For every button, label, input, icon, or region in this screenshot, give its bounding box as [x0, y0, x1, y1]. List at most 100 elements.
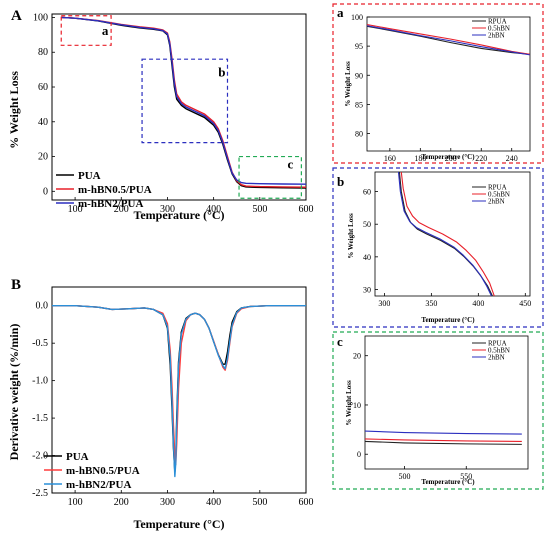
- zoom-label-a: a: [102, 23, 109, 38]
- y-tick-label-a: 95: [355, 42, 363, 51]
- y-tick-label-c: 20: [353, 352, 361, 361]
- zoom-box-c: [238, 155, 302, 199]
- y-tick-label-B: -0.5: [32, 338, 48, 349]
- inset-border-a: [332, 3, 544, 164]
- y-tick-label-A: 60: [38, 82, 48, 93]
- x-tick-label-b: 350: [425, 299, 437, 308]
- panel-letter-A: A: [11, 8, 22, 24]
- panel-letter-b: b: [337, 174, 344, 189]
- y-tick-label-b: 50: [363, 220, 371, 229]
- series-line-A-1: [61, 16, 306, 188]
- x-tick-label-B: 300: [160, 497, 175, 508]
- plot-frame-B: [51, 286, 307, 494]
- legend-label-b-2: 2hBN: [488, 198, 505, 206]
- x-tick-label-a: 240: [506, 154, 518, 163]
- plot-frame-a: [366, 16, 531, 152]
- x-tick-label-c: 500: [399, 472, 411, 481]
- x-tick-label-A: 400: [206, 204, 221, 215]
- legend-label-A-1: m-hBN0.5/PUA: [78, 184, 152, 196]
- y-axis-title-b: % Weight Loss: [347, 213, 355, 259]
- legend-label-B-0: PUA: [66, 451, 89, 463]
- x-axis-title-b: Temperature (°C): [421, 316, 475, 324]
- y-tick-label-a: 85: [355, 100, 363, 109]
- legend-label-a-2: 2hBN: [488, 32, 505, 40]
- y-tick-label-B: 0.0: [36, 301, 49, 312]
- chart-c: c 500 550 0 10 20 Temperature (°C) % Weight Los…: [332, 331, 544, 490]
- panel-letter-B: B: [11, 277, 21, 293]
- zoom-box-a: [60, 15, 112, 46]
- y-axis-title-c: % Weight Loss: [345, 380, 353, 426]
- x-tick-label-A: 200: [114, 204, 129, 215]
- x-tick-label-b: 300: [378, 299, 390, 308]
- x-tick-label-B: 500: [252, 497, 267, 508]
- y-tick-label-b: 30: [363, 285, 371, 294]
- legend-label-c-2: 2hBN: [488, 354, 505, 362]
- x-tick-label-B: 200: [114, 497, 129, 508]
- y-tick-label-c: 0: [357, 450, 361, 459]
- series-line-c-1: [365, 438, 522, 442]
- x-tick-label-B: 100: [68, 497, 83, 508]
- series-line-b-0: [398, 172, 493, 296]
- x-axis-title-a: Temperature (°C): [421, 153, 475, 161]
- series-line-b-1: [400, 172, 495, 296]
- legend-label-a-0: RPUA: [488, 18, 507, 26]
- y-tick-label-a: 80: [355, 130, 363, 139]
- series-line-A-2: [61, 16, 306, 185]
- x-tick-label-b: 450: [519, 299, 531, 308]
- plot-frame-A: [51, 13, 307, 201]
- y-tick-label-b: 40: [363, 253, 371, 262]
- series-line-B-1: [52, 305, 306, 466]
- x-tick-label-A: 100: [68, 204, 83, 215]
- x-tick-label-a: 220: [475, 154, 487, 163]
- y-tick-label-a: 100: [351, 13, 363, 22]
- legend-label-B-2: m-hBN2/PUA: [66, 479, 131, 491]
- y-tick-label-A: 20: [38, 152, 48, 163]
- plot-frame-c: [364, 335, 529, 470]
- x-tick-label-A: 600: [299, 204, 314, 215]
- legend-label-A-0: PUA: [78, 170, 101, 182]
- chart-a: a 160 180 200 220 240 80 85 90 95 100 Temperature (…: [332, 3, 544, 164]
- series-line-a-1: [367, 24, 530, 55]
- inset-border-c: [332, 331, 544, 490]
- series-line-a-0: [367, 25, 530, 55]
- y-tick-label-B: -2.5: [32, 488, 48, 499]
- x-tick-label-a: 200: [445, 154, 457, 163]
- legend-label-A-2: m-hBN2/PUA: [78, 198, 143, 210]
- x-tick-label-c: 550: [460, 472, 472, 481]
- y-tick-label-A: 80: [38, 47, 48, 58]
- x-axis-title-c: Temperature (°C): [421, 478, 475, 486]
- series-line-B-2: [52, 305, 306, 478]
- series-line-a-2: [367, 25, 530, 56]
- x-axis-title-A: Temperature (°C): [133, 208, 224, 222]
- x-tick-label-b: 400: [472, 299, 484, 308]
- series-line-c-2: [365, 430, 522, 435]
- x-tick-label-B: 600: [299, 497, 314, 508]
- y-tick-label-A: 0: [43, 186, 48, 197]
- chart-b: b 300 350 400 450 30 40 50 60 Temperature (°C) % W…: [332, 167, 544, 328]
- y-tick-label-B: -1.5: [32, 413, 48, 424]
- legend-label-b-0: RPUA: [488, 184, 507, 192]
- panel-letter-a: a: [337, 5, 344, 20]
- legend-label-a-1: 0.5hBN: [488, 25, 510, 33]
- y-tick-label-B: -1.0: [32, 376, 48, 387]
- legend-label-c-0: RPUA: [488, 340, 507, 348]
- y-tick-label-c: 10: [353, 401, 361, 410]
- y-axis-title-a: % Weight Loss: [344, 61, 352, 107]
- y-tick-label-a: 90: [355, 71, 363, 80]
- x-tick-label-A: 500: [252, 204, 267, 215]
- y-tick-label-b: 60: [363, 188, 371, 197]
- y-tick-label-B: -2.0: [32, 451, 48, 462]
- y-axis-title-A: % Weight Loss: [7, 71, 21, 149]
- y-tick-label-A: 100: [33, 12, 48, 23]
- panel-letter-c: c: [337, 334, 343, 349]
- legend-label-b-1: 0.5hBN: [488, 191, 510, 199]
- zoom-label-c: c: [288, 157, 294, 172]
- plot-frame-b: [374, 171, 531, 297]
- inset-border-b: [332, 167, 544, 328]
- chart-B: B 100 200 300 400 500 600 0.0 -0.5 -1.0 -1.5 -2.0 -2…: [7, 277, 314, 531]
- legend-label-B-1: m-hBN0.5/PUA: [66, 465, 140, 477]
- chart-A: A 100 200 300 400 500 600 0 20 40 60 80 100 Temperatu…: [7, 8, 314, 222]
- y-tick-label-A: 40: [38, 117, 48, 128]
- y-axis-title-B: Derivative weight (%/min): [7, 324, 21, 461]
